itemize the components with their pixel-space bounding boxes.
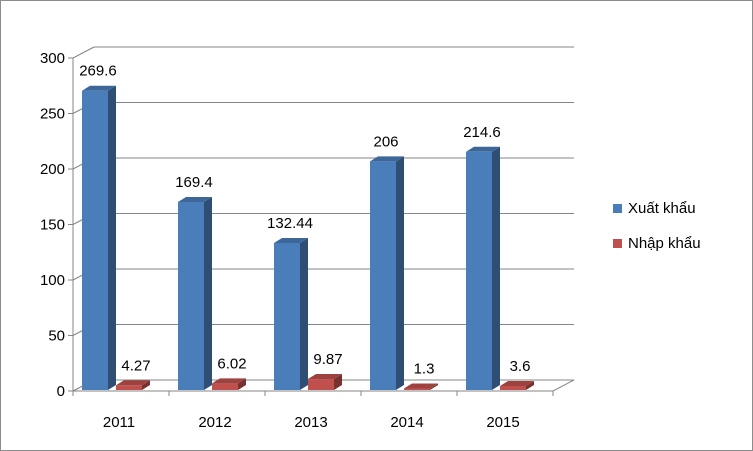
bar bbox=[116, 385, 142, 390]
bar-top bbox=[404, 383, 438, 389]
data-label: 9.87 bbox=[313, 351, 342, 368]
legend-label-nhap-khau: Nhập khẩu bbox=[628, 234, 701, 252]
gridline-depth bbox=[72, 46, 95, 59]
bar-side bbox=[238, 378, 246, 390]
bar-side bbox=[142, 380, 150, 390]
bar-top bbox=[500, 381, 534, 387]
legend-swatch-xuat-khau bbox=[613, 203, 622, 213]
y-tick-label: 0 bbox=[57, 383, 65, 400]
bar-top bbox=[116, 380, 150, 386]
bar bbox=[82, 90, 108, 390]
data-label: 214.6 bbox=[463, 124, 501, 141]
y-tick-label: 200 bbox=[40, 161, 65, 178]
x-tick-label: 2013 bbox=[294, 414, 327, 431]
data-label: 6.02 bbox=[217, 355, 246, 372]
data-label: 269.6 bbox=[79, 63, 117, 80]
bar-side bbox=[526, 381, 534, 390]
bar bbox=[404, 388, 430, 390]
y-tick-label: 300 bbox=[40, 50, 65, 67]
x-tick-label: 2015 bbox=[486, 414, 519, 431]
bar-top bbox=[178, 196, 212, 202]
data-label: 206 bbox=[373, 133, 398, 150]
data-label: 132.44 bbox=[267, 215, 313, 232]
bar-top bbox=[466, 146, 500, 152]
bar-side bbox=[430, 383, 438, 390]
bar bbox=[308, 379, 334, 390]
bar-side bbox=[334, 374, 342, 390]
y-tick-label: 50 bbox=[48, 328, 65, 345]
bar-side bbox=[492, 146, 500, 390]
bar bbox=[274, 242, 300, 390]
y-tick-label: 100 bbox=[40, 272, 65, 289]
bar-top bbox=[308, 374, 342, 380]
data-label: 1.3 bbox=[414, 361, 435, 378]
bar-side bbox=[396, 156, 404, 390]
legend: Xuất khẩu Nhập khẩu bbox=[613, 197, 701, 267]
bar bbox=[178, 201, 204, 390]
bar-side bbox=[300, 237, 308, 390]
legend-label-xuat-khau: Xuất khẩu bbox=[628, 199, 696, 217]
bar-side bbox=[108, 85, 116, 390]
bar-top bbox=[82, 85, 116, 91]
y-tick-label: 150 bbox=[40, 217, 65, 234]
bar-side bbox=[204, 196, 212, 390]
data-label: 4.27 bbox=[121, 357, 150, 374]
legend-item-xuat-khau: Xuất khẩu bbox=[613, 197, 701, 219]
bar-top bbox=[212, 378, 246, 384]
legend-item-nhap-khau: Nhập khẩu bbox=[613, 232, 701, 254]
legend-swatch-nhap-khau bbox=[613, 238, 622, 248]
bar bbox=[212, 383, 238, 390]
data-label: 3.6 bbox=[510, 358, 531, 375]
data-label: 169.4 bbox=[175, 174, 213, 191]
x-tick-label: 2011 bbox=[103, 414, 135, 431]
bar bbox=[370, 161, 396, 390]
bar-top bbox=[274, 237, 308, 243]
bar bbox=[500, 386, 526, 390]
bar bbox=[466, 151, 492, 390]
bar-top bbox=[370, 156, 404, 162]
y-tick-label: 250 bbox=[40, 106, 65, 123]
x-tick-label: 2012 bbox=[198, 414, 231, 431]
x-tick-label: 2014 bbox=[390, 414, 423, 431]
